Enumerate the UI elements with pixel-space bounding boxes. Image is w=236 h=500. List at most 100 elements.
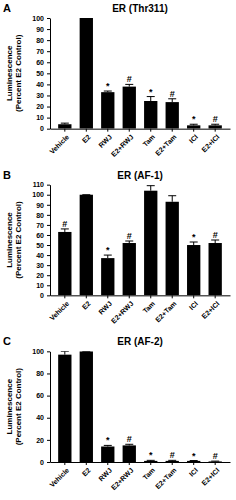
x-tick: ICI	[188, 295, 199, 311]
y-tick: 90	[36, 26, 50, 33]
y-tick-label: 20	[36, 272, 44, 279]
y-tick-mark	[47, 235, 50, 236]
y-tick: 80	[36, 212, 50, 219]
error-bar	[125, 444, 133, 445]
x-tick-mark	[172, 462, 173, 465]
y-tick: 80	[36, 37, 50, 44]
x-tick-mark	[215, 295, 216, 298]
y-tick-label: 20	[36, 437, 44, 444]
y-tick-mark	[47, 185, 50, 186]
x-tick: RWJ	[97, 295, 113, 315]
bar	[209, 125, 222, 128]
bar	[123, 87, 136, 129]
y-axis-title-line: (Percent E2 Control)	[14, 34, 23, 112]
y-tick-label: 40	[36, 252, 44, 259]
y-tick: 10	[36, 114, 50, 121]
y-tick: 0	[40, 125, 50, 132]
y-tick-mark	[47, 205, 50, 206]
x-tick-mark	[86, 129, 87, 132]
x-tick-mark	[86, 462, 87, 465]
bar	[80, 351, 93, 462]
bar	[187, 461, 200, 462]
error-bar	[190, 242, 198, 245]
significance-mark: #	[127, 74, 132, 84]
x-tick-mark	[64, 462, 65, 465]
x-tick-mark	[107, 295, 108, 298]
y-tick-mark	[47, 18, 50, 19]
y-axis-line	[50, 185, 51, 296]
y-tick-label: 0	[40, 459, 44, 466]
error-bar	[147, 186, 155, 191]
x-tick-mark	[107, 462, 108, 465]
y-tick-label: 0	[40, 125, 44, 132]
bar	[187, 245, 200, 295]
y-tick-mark	[47, 62, 50, 63]
y-tick-mark	[47, 440, 50, 441]
significance-mark: #	[127, 434, 132, 444]
error-bar	[125, 241, 133, 243]
y-tick-label: 60	[36, 59, 44, 66]
y-axis-title-line: Luminescence	[5, 378, 14, 434]
y-tick: 60	[36, 232, 50, 239]
bar	[58, 124, 71, 128]
significance-mark: #	[213, 230, 218, 240]
panel-label: B	[3, 169, 11, 181]
x-tick: Vehicle	[48, 129, 70, 155]
x-tick: RWJ	[97, 462, 113, 482]
y-tick-mark	[47, 462, 50, 463]
plot: 0102030405060708090100110VehicleE2RWJE2+…	[32, 181, 230, 324]
y-tick-mark	[47, 418, 50, 419]
x-tick: Vehicle	[48, 462, 70, 488]
x-axis-line	[51, 462, 231, 463]
y-tick-mark	[47, 285, 50, 286]
y-tick-mark	[47, 107, 50, 108]
y-tick-label: 70	[36, 48, 44, 55]
x-tick: E2+RWJ	[110, 129, 135, 158]
bar	[58, 355, 71, 462]
y-axis-title: Luminescence(Percent E2 Control)	[5, 368, 23, 446]
bar	[123, 243, 136, 295]
x-axis-line	[51, 295, 231, 296]
x-tick-mark	[107, 129, 108, 132]
significance-mark: *	[106, 245, 110, 255]
significance-mark: #	[127, 231, 132, 241]
y-tick-label: 50	[36, 70, 44, 77]
bar	[209, 243, 222, 295]
y-tick: 110	[33, 181, 50, 188]
y-tick: 100	[32, 191, 50, 198]
x-tick: E2+Tam	[154, 462, 178, 490]
y-tick-mark	[47, 245, 50, 246]
x-tick-mark	[193, 295, 194, 298]
x-axis: VehicleE2RWJE2+RWJTamE2+TamICIE2+ICI	[48, 129, 230, 158]
x-tick-mark	[129, 295, 130, 298]
x-tick-label: RWJ	[97, 300, 113, 316]
x-tick-label: ICI	[188, 300, 199, 311]
y-axis-title-line: Luminescence	[5, 212, 14, 268]
y-axis-title-line: (Percent E2 Control)	[14, 368, 23, 446]
x-tick: ICI	[188, 129, 199, 145]
bar	[101, 92, 114, 129]
significance-mark: #	[213, 114, 218, 124]
title: ER (Thr311)	[112, 3, 168, 14]
x-tick-label: Tam	[141, 466, 156, 481]
plot: 0102030405060708090100VehicleE2RWJE2+RWJ…	[32, 15, 230, 158]
error-bar	[82, 18, 90, 19]
x-tick: E2+ICI	[200, 295, 220, 320]
y-tick: 70	[36, 222, 50, 229]
y-tick: 30	[36, 92, 50, 99]
bar	[144, 191, 157, 296]
bar	[123, 445, 136, 462]
x-tick: Tam	[141, 295, 156, 314]
plot: 020406080100VehicleE2RWJE2+RWJTamE2+TamI…	[32, 348, 230, 491]
bar	[101, 447, 114, 462]
error-bar	[104, 91, 112, 92]
error-bar	[61, 123, 69, 124]
x-tick-mark	[64, 295, 65, 298]
y-tick-label: 110	[33, 181, 44, 188]
bar	[101, 258, 114, 295]
marks	[58, 186, 222, 296]
x-tick: E2+ICI	[200, 129, 220, 154]
x-tick-label: E2+RWJ	[110, 133, 135, 158]
y-tick-label: 40	[36, 414, 44, 421]
y-tick: 10	[36, 282, 50, 289]
